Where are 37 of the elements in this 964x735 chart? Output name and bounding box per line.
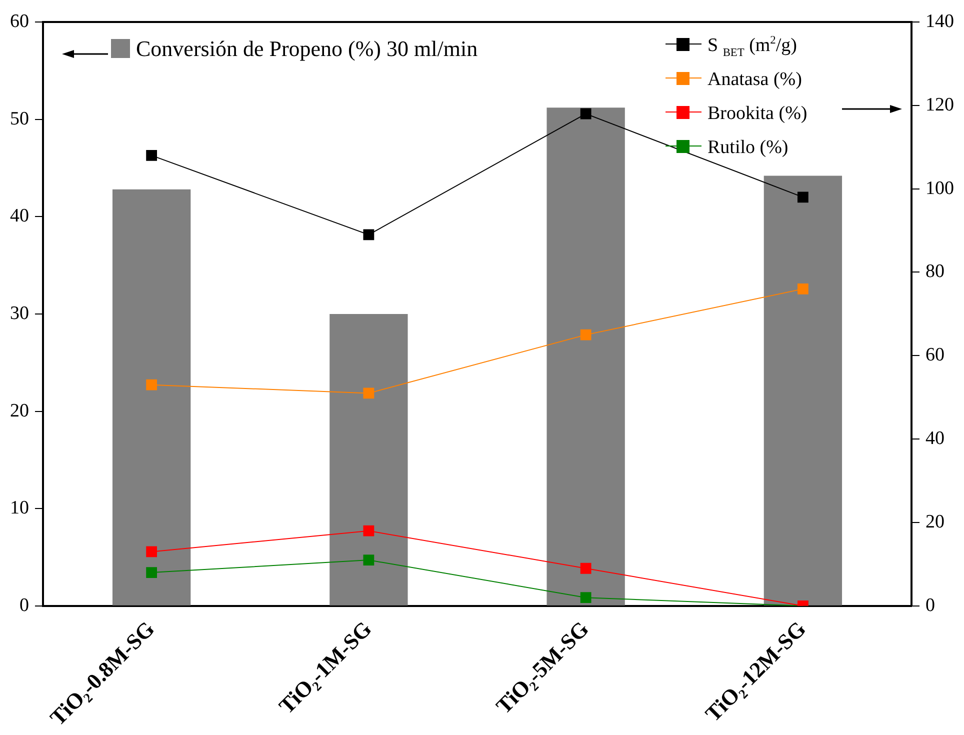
point xyxy=(797,192,808,203)
y2-tick-label: 140 xyxy=(926,10,954,32)
point xyxy=(146,379,158,390)
y2-tick-label: 20 xyxy=(926,511,944,532)
y2-tick-label: 40 xyxy=(926,428,944,450)
y-tick-label: 40 xyxy=(10,206,29,227)
y-tick-label: 20 xyxy=(10,400,29,422)
point xyxy=(363,388,374,399)
y2-tick-label: 80 xyxy=(926,261,944,282)
bar xyxy=(330,314,408,606)
legend-label: Conversión de Propeno (%) 30 ml/min xyxy=(136,36,478,61)
point xyxy=(363,525,374,536)
y2-tick-label: 100 xyxy=(926,178,954,199)
bar xyxy=(112,189,191,606)
y-tick-label: 30 xyxy=(10,302,29,324)
point xyxy=(363,229,374,240)
y2-tick-label: 60 xyxy=(926,344,944,366)
point xyxy=(146,546,158,558)
y-tick-label: 10 xyxy=(10,498,29,519)
point xyxy=(146,150,158,161)
bar xyxy=(764,176,842,606)
legend-label: Brookita (%) xyxy=(708,103,808,124)
legend-label: Anatasa (%) xyxy=(708,69,802,90)
point xyxy=(580,329,592,340)
point xyxy=(580,592,592,604)
y2-tick-label: 0 xyxy=(926,594,935,616)
point xyxy=(797,283,808,294)
point xyxy=(363,554,374,566)
y-tick-label: 60 xyxy=(10,10,29,32)
point xyxy=(580,562,592,574)
legend-label: Rutilo (%) xyxy=(708,137,788,158)
bar xyxy=(546,108,625,606)
point xyxy=(580,108,592,120)
y-tick-label: 0 xyxy=(20,594,29,616)
y2-tick-label: 120 xyxy=(926,94,954,116)
y-tick-label: 50 xyxy=(10,108,29,130)
point xyxy=(146,567,158,578)
